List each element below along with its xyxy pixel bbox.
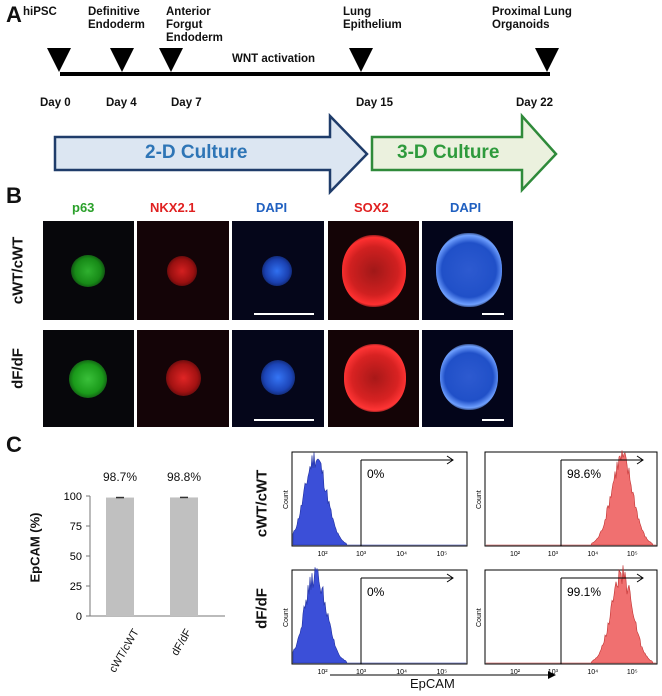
flow-x-tick-label: 10⁵ [437, 669, 448, 676]
bar-chart-ytick-label: 0 [76, 611, 82, 623]
day-7-label: Day 7 [171, 97, 202, 109]
flow-histogram-control [292, 452, 466, 546]
gate-arrowhead [636, 455, 644, 465]
scale-bar [254, 419, 314, 421]
stage-anterior-forgut-endoderm: Anterior Forgut Endoderm [166, 6, 223, 44]
flow-x-tick-label: 10³ [548, 669, 559, 676]
marker-day22 [535, 48, 559, 72]
gate-percent-label: 98.6% [567, 467, 601, 481]
bar-value-label-df: 98.8% [167, 470, 202, 484]
gate-arrowhead [636, 573, 644, 583]
panel-a-letter: A [6, 2, 22, 27]
flow-x-tick-label: 10⁴ [587, 669, 598, 676]
bar-chart-ytick-label: 50 [70, 551, 82, 563]
column-label-p63: p63 [72, 200, 95, 215]
flow-x-tick-label: 10³ [356, 669, 367, 676]
flow-x-tick-label: 10⁴ [396, 669, 407, 676]
column-label-sox2: SOX2 [354, 200, 389, 215]
flow-x-tick-label: 10⁵ [627, 669, 638, 676]
wnt-activation-label: WNT activation [232, 53, 316, 65]
arrow-2d [53, 112, 369, 196]
gate-arrowhead [446, 573, 454, 583]
marker-day0 [47, 48, 71, 72]
flow-x-tick-label: 10² [510, 669, 521, 676]
micrograph-df-sox2 [328, 330, 419, 427]
bar-chart-ylabel: EpCAM (%) [27, 512, 43, 583]
flow-y-axis-label: Count [283, 490, 290, 509]
row-label-cwt: cWT/cWT [9, 236, 27, 305]
micrograph-df-p63 [43, 330, 134, 427]
culture-2d-label: 2-D Culture [145, 142, 248, 163]
flow-x-tick-label: 10² [318, 551, 329, 558]
panel-b-letter: B [6, 183, 22, 208]
scale-bar [482, 419, 504, 421]
flow-x-tick-label: 10⁵ [437, 551, 448, 558]
stage-definitive-endoderm: Definitive Endoderm [88, 6, 145, 31]
bar-chart-ytick-label: 25 [70, 581, 82, 593]
flow-row-label-df: dF/dF [253, 588, 271, 629]
micrograph-df-dapi-2 [422, 330, 513, 427]
column-label-nkx21: NKX2.1 [150, 200, 196, 215]
row-label-df: dF/dF [9, 348, 27, 389]
epcam-axis-arrowhead [548, 671, 556, 679]
flow-x-tick-label: 10² [318, 669, 329, 676]
marker-day4 [110, 48, 134, 72]
flow-x-tick-label: 10³ [356, 551, 367, 558]
bar-cwt [106, 497, 134, 616]
marker-day15 [349, 48, 373, 72]
micrograph-cwt-nkx21 [137, 221, 229, 320]
scale-bar [254, 313, 314, 315]
marker-day7 [159, 48, 183, 72]
stage-lung-epithelium: Lung Epithelium [343, 6, 402, 31]
day-22-label: Day 22 [516, 97, 554, 109]
flow-x-tick-label: 10⁵ [627, 551, 638, 558]
flow-y-axis-label: Count [476, 608, 483, 627]
stage-proximal-lung-organoids: Proximal Lung Organoids [492, 6, 572, 31]
flow-row-label-cwt: cWT/cWT [253, 469, 271, 538]
flow-x-tick-label: 10⁴ [587, 551, 598, 558]
micrograph-cwt-dapi [232, 221, 324, 320]
flow-plots: 0% Count 10² 10³ 10⁴ 10⁵ 98.6% Count 10² 10³ 10⁴ 10… [283, 450, 658, 679]
flow-x-axis-label: EpCAM [410, 676, 455, 691]
gate-arrowhead [446, 455, 454, 465]
flow-histogram-control [292, 567, 466, 664]
culture-3d-label: 3-D Culture [397, 142, 500, 163]
flow-x-tick-label: 10⁴ [396, 551, 407, 558]
gate-percent-label: 0% [367, 467, 385, 481]
day-0-label: Day 0 [40, 97, 71, 109]
bar-df [170, 497, 198, 616]
micrograph-df-nkx21 [137, 330, 229, 427]
day-15-label: Day 15 [356, 97, 394, 109]
micrograph-cwt-sox2 [328, 221, 419, 320]
scale-bar [482, 313, 504, 315]
flow-y-axis-label: Count [283, 608, 290, 627]
micrograph-cwt-dapi-2 [422, 221, 513, 320]
flow-y-axis-label: Count [476, 490, 483, 509]
micrograph-cwt-p63 [43, 221, 134, 320]
arrow-3d [370, 112, 558, 194]
bar-chart-ytick-label: 75 [70, 521, 82, 533]
bar-chart: 0 25 50 75 100 [64, 491, 225, 623]
stage-hipsc: hiPSC [23, 6, 57, 18]
bar-value-label-cwt: 98.7% [103, 470, 138, 484]
micrograph-df-dapi [232, 330, 324, 427]
column-label-dapi-2: DAPI [450, 200, 482, 215]
flow-histogram-stained [486, 450, 656, 546]
flow-x-tick-label: 10² [510, 551, 521, 558]
timeline-graphic [47, 48, 559, 196]
day-4-label: Day 4 [106, 97, 137, 109]
flow-histogram-stained [486, 565, 656, 664]
panel-c-letter: C [6, 432, 22, 457]
gate-percent-label: 99.1% [567, 585, 601, 599]
bar-chart-ytick-label: 100 [64, 491, 82, 503]
gate-percent-label: 0% [367, 585, 385, 599]
flow-x-tick-label: 10³ [548, 551, 559, 558]
column-label-dapi-1: DAPI [256, 200, 288, 215]
